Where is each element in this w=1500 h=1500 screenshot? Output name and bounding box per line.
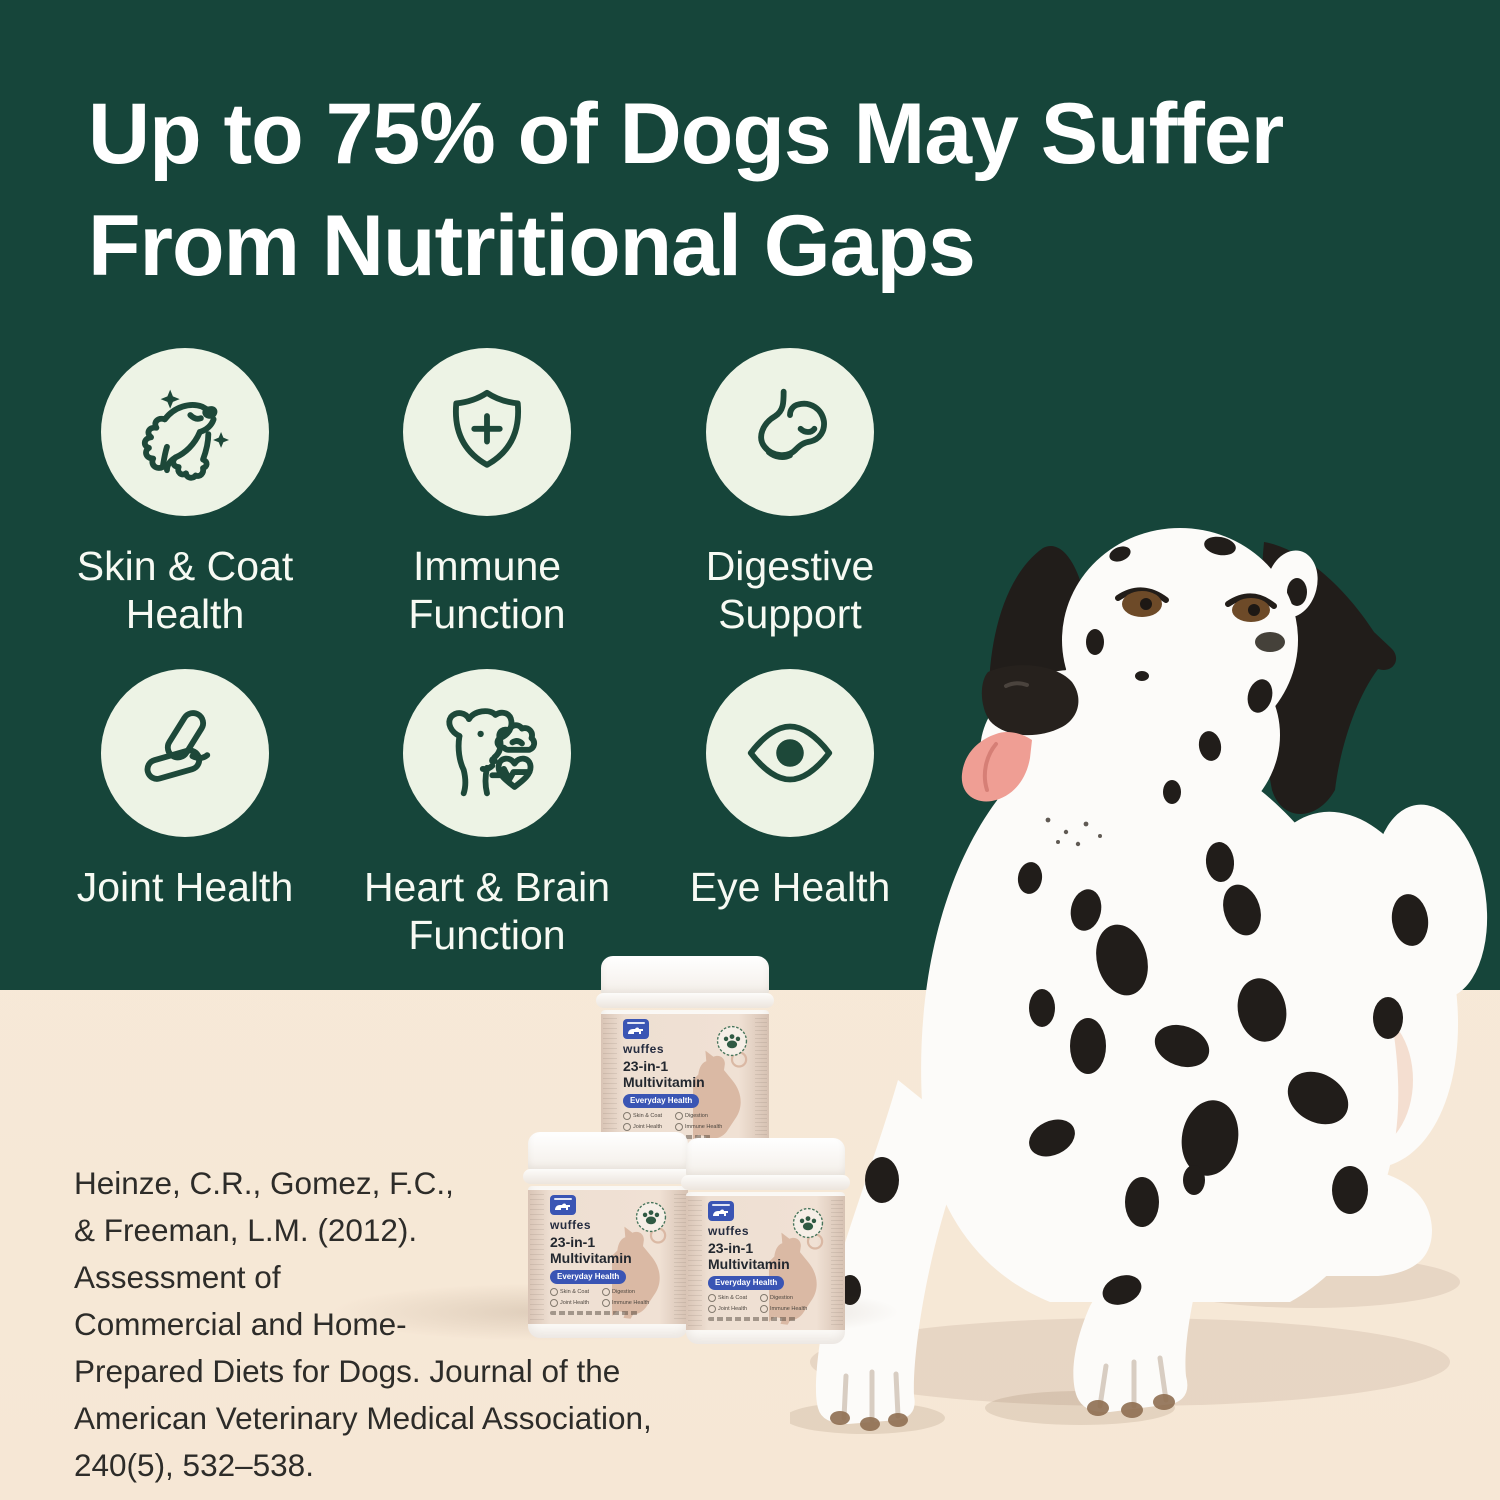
eye-icon	[747, 723, 833, 783]
net-weight-microtext	[550, 1311, 638, 1315]
dalmatian-spots	[839, 536, 1429, 1305]
benefit-digestive: Digestive Support	[635, 348, 945, 639]
benefit-label: Skin & Coat Health	[76, 543, 294, 637]
brand-name: wuffes	[708, 1224, 750, 1238]
benefit-circle	[706, 669, 874, 837]
wuffes-logo	[708, 1201, 734, 1221]
benefit-skin-coat: Skin & Coat Health	[30, 348, 340, 639]
label-feature-list: Skin & Coat Digestion Joint Health Immun…	[708, 1294, 813, 1313]
bone-joint-icon	[144, 710, 211, 782]
benefit-circle	[101, 348, 269, 516]
brand-name: wuffes	[623, 1042, 665, 1056]
product-jar-left: wuffes 23-in-1 Multivitamin Everyday Hea…	[523, 1132, 693, 1338]
jar-lid	[681, 1138, 850, 1190]
product-jar-top: wuffes 23-in-1 Multivitamin Everyday Hea…	[595, 956, 775, 1160]
benefit-circle	[403, 669, 571, 837]
jar-label-content: wuffes 23-in-1 Multivitamin Everyday Hea…	[623, 1019, 728, 1139]
benefit-circle	[706, 348, 874, 516]
wuffes-logo	[623, 1019, 649, 1039]
jar-label-content: wuffes 23-in-1 Multivitamin Everyday Hea…	[708, 1201, 813, 1321]
citation-line: 240(5), 532–538.	[74, 1447, 314, 1483]
dalmatian-dog-photo	[790, 528, 1488, 1434]
citation-line: Heinze, C.R., Gomez, F.C.,	[74, 1165, 454, 1201]
page-title-line-2: From Nutritional Gaps	[88, 198, 976, 294]
dog-eyes	[1115, 587, 1285, 652]
jar-label: wuffes 23-in-1 Multivitamin Everyday Hea…	[528, 1190, 688, 1324]
citation-line: American Veterinary Medical Association,	[74, 1400, 652, 1436]
product-title-line2: Multivitamin	[550, 1250, 632, 1266]
stomach-icon	[758, 388, 827, 461]
jar-body: wuffes 23-in-1 Multivitamin Everyday Hea…	[528, 1186, 688, 1338]
citation-line: Prepared Diets for Dogs. Journal of the	[74, 1353, 621, 1389]
benefit-eye: Eye Health	[635, 669, 945, 912]
everyday-health-badge: Everyday Health	[623, 1094, 700, 1108]
dog-tongue	[961, 732, 1032, 802]
wuffes-logo	[550, 1195, 576, 1215]
benefit-heart-brain: Heart & Brain Function	[332, 669, 642, 960]
benefit-label: Digestive Support	[705, 543, 875, 637]
benefit-label: Heart & Brain Function	[363, 864, 611, 958]
everyday-health-badge: Everyday Health	[708, 1276, 785, 1290]
product-title-line1: 23-in-1	[708, 1240, 754, 1256]
jar-lid	[595, 956, 775, 1008]
product-title-line2: Multivitamin	[623, 1074, 705, 1090]
approval-seal	[791, 1206, 825, 1240]
shield-plus-icon	[452, 389, 522, 468]
citation-text: Heinze, C.R., Gomez, F.C., & Freeman, L.…	[74, 1160, 652, 1489]
benefit-label: Eye Health	[689, 864, 891, 910]
everyday-health-badge: Everyday Health	[550, 1270, 627, 1284]
dog-heart-brain-icon	[446, 708, 538, 797]
net-weight-microtext	[708, 1317, 796, 1321]
citation-line: & Freeman, L.M. (2012).	[74, 1212, 418, 1248]
approval-seal	[715, 1024, 749, 1058]
benefit-label: Joint Health	[76, 864, 294, 910]
brand-name: wuffes	[550, 1218, 592, 1232]
jar-label-content: wuffes 23-in-1 Multivitamin Everyday Hea…	[550, 1195, 655, 1315]
product-title-line1: 23-in-1	[550, 1234, 596, 1250]
jar-body: wuffes 23-in-1 Multivitamin Everyday Hea…	[601, 1010, 769, 1160]
citation-line: Assessment of	[74, 1259, 281, 1295]
jar-label: wuffes 23-in-1 Multivitamin Everyday Hea…	[601, 1014, 769, 1146]
citation-line: Commercial and Home-	[74, 1306, 407, 1342]
jar-lid	[523, 1132, 693, 1184]
label-feature-list: Skin & Coat Digestion Joint Health Immun…	[623, 1112, 728, 1131]
approval-seal	[634, 1200, 668, 1234]
page-title: Up to 75% of Dogs May Suffer From Nutrit…	[88, 78, 1284, 302]
label-feature-list: Skin & Coat Digestion Joint Health Immun…	[550, 1288, 655, 1307]
jar-body: wuffes 23-in-1 Multivitamin Everyday Hea…	[686, 1192, 845, 1344]
page-title-line-1: Up to 75% of Dogs May Suffer	[88, 86, 1284, 182]
product-title-line2: Multivitamin	[708, 1256, 790, 1272]
benefit-immune: Immune Function	[332, 348, 642, 639]
dog-sparkle-icon	[141, 389, 229, 481]
benefit-circle	[101, 669, 269, 837]
product-jar-right: wuffes 23-in-1 Multivitamin Everyday Hea…	[681, 1138, 850, 1344]
dog-nose	[981, 665, 1079, 736]
benefit-joint: Joint Health	[30, 669, 340, 912]
benefit-circle	[403, 348, 571, 516]
jar-label: wuffes 23-in-1 Multivitamin Everyday Hea…	[686, 1196, 845, 1330]
benefit-label: Immune Function	[408, 543, 566, 637]
product-title-line1: 23-in-1	[623, 1058, 669, 1074]
